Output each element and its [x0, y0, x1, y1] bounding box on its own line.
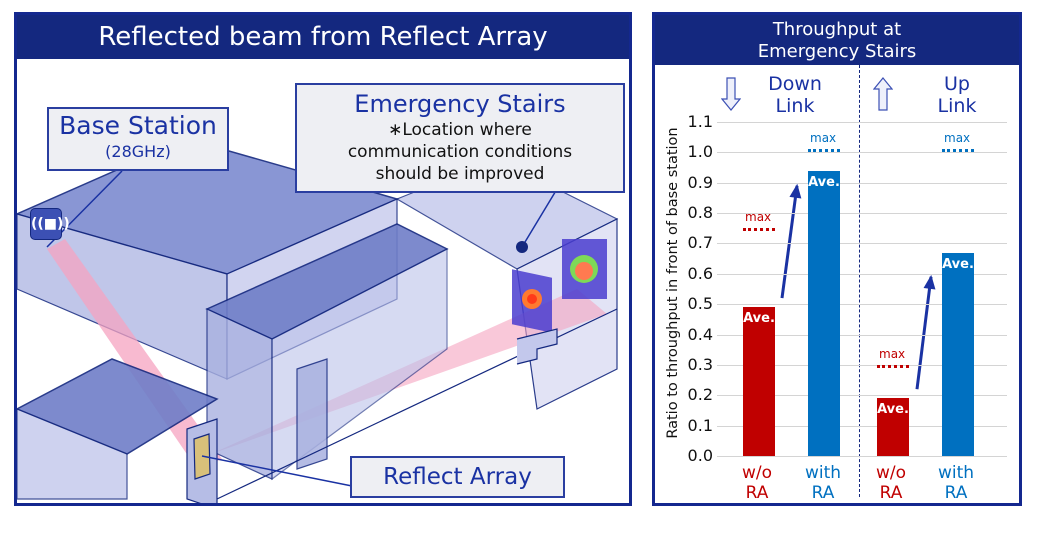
max-marker — [743, 228, 775, 232]
bar-average: Ave. — [743, 307, 775, 456]
gridline — [717, 364, 1007, 366]
y-tick-label: 0.2 — [687, 385, 713, 405]
x-label-downlink-without-ra: w/o RA — [741, 463, 773, 503]
ave-label: Ave. — [808, 174, 840, 190]
gridline — [717, 182, 1007, 184]
emergency-stairs-callout: Emergency Stairs ∗Location where communi… — [295, 83, 625, 193]
max-label: max — [810, 131, 837, 146]
gridline — [717, 273, 1007, 275]
downlink-label: Down Link — [768, 73, 822, 117]
chart-title: Throughput at Emergency Stairs — [655, 15, 1019, 65]
throughput-chart-panel: Throughput at Emergency Stairs Down Link … — [652, 12, 1022, 506]
reflect-array-callout: Reflect Array — [350, 456, 565, 498]
improvement-arrows — [780, 183, 936, 390]
y-tick-label: 0.8 — [687, 203, 713, 223]
ave-label: Ave. — [942, 256, 974, 272]
frequency-label: (28GHz) — [105, 142, 171, 161]
y-tick-label: 0.1 — [687, 415, 713, 435]
y-tick-label: 0.5 — [687, 294, 713, 314]
y-tick-label: 0.0 — [687, 446, 713, 465]
y-tick-label: 0.4 — [687, 324, 713, 344]
max-label: max — [879, 346, 906, 361]
up-arrow-icon — [873, 77, 893, 111]
x-label-uplink-with-ra: with RA — [937, 463, 975, 503]
ave-label: Ave. — [743, 311, 775, 327]
y-tick-label: 0.3 — [687, 354, 713, 374]
base-station-callout: Base Station (28GHz) — [47, 107, 229, 171]
gridline — [717, 152, 1007, 154]
gridline — [717, 395, 1007, 397]
gridline — [717, 425, 1007, 427]
bar-average: Ave. — [877, 398, 909, 456]
diagram-title: Reflected beam from Reflect Array — [17, 15, 629, 59]
gridline — [717, 243, 1007, 245]
y-tick-label: 0.7 — [687, 233, 713, 253]
x-label-downlink-with-ra: with RA — [804, 463, 842, 503]
base-station-label: Base Station — [59, 111, 217, 140]
uplink-label: Up Link — [937, 73, 977, 117]
down-arrow-icon — [721, 77, 741, 111]
max-label: max — [745, 210, 772, 225]
ave-label: Ave. — [877, 402, 909, 418]
y-tick-label: 0.9 — [687, 172, 713, 192]
note-line-3: should be improved — [375, 164, 545, 184]
max-label: max — [944, 131, 971, 146]
building-3d-illustration — [17, 138, 619, 503]
group-divider — [859, 65, 860, 497]
gridline — [717, 213, 1007, 215]
note-line-1: ∗Location where — [388, 120, 532, 140]
radio-wave-antenna-icon: ((■)) — [30, 208, 70, 240]
gridline — [717, 304, 1007, 306]
chart-title-line-2: Emergency Stairs — [757, 41, 917, 62]
gridline — [717, 334, 1007, 336]
x-label-uplink-without-ra: w/o RA — [875, 463, 907, 503]
y-tick-label: 1.1 — [687, 112, 713, 131]
gridline — [717, 122, 1007, 123]
y-tick-label: 1.0 — [687, 142, 713, 162]
bar-average: Ave. — [808, 170, 840, 456]
max-marker — [942, 149, 974, 153]
chart-title-line-1: Throughput at — [772, 19, 902, 40]
bar-average: Ave. — [942, 252, 974, 456]
reflect-array-diagram-panel: Reflected beam from Reflect Array — [14, 12, 632, 506]
gridline — [717, 456, 1007, 457]
reflect-array-label: Reflect Array — [383, 464, 532, 490]
note-line-2: communication conditions — [347, 142, 573, 162]
max-marker — [877, 364, 909, 368]
emergency-stairs-label: Emergency Stairs — [354, 90, 566, 118]
max-marker — [808, 149, 840, 153]
y-tick-label: 0.6 — [687, 263, 713, 283]
